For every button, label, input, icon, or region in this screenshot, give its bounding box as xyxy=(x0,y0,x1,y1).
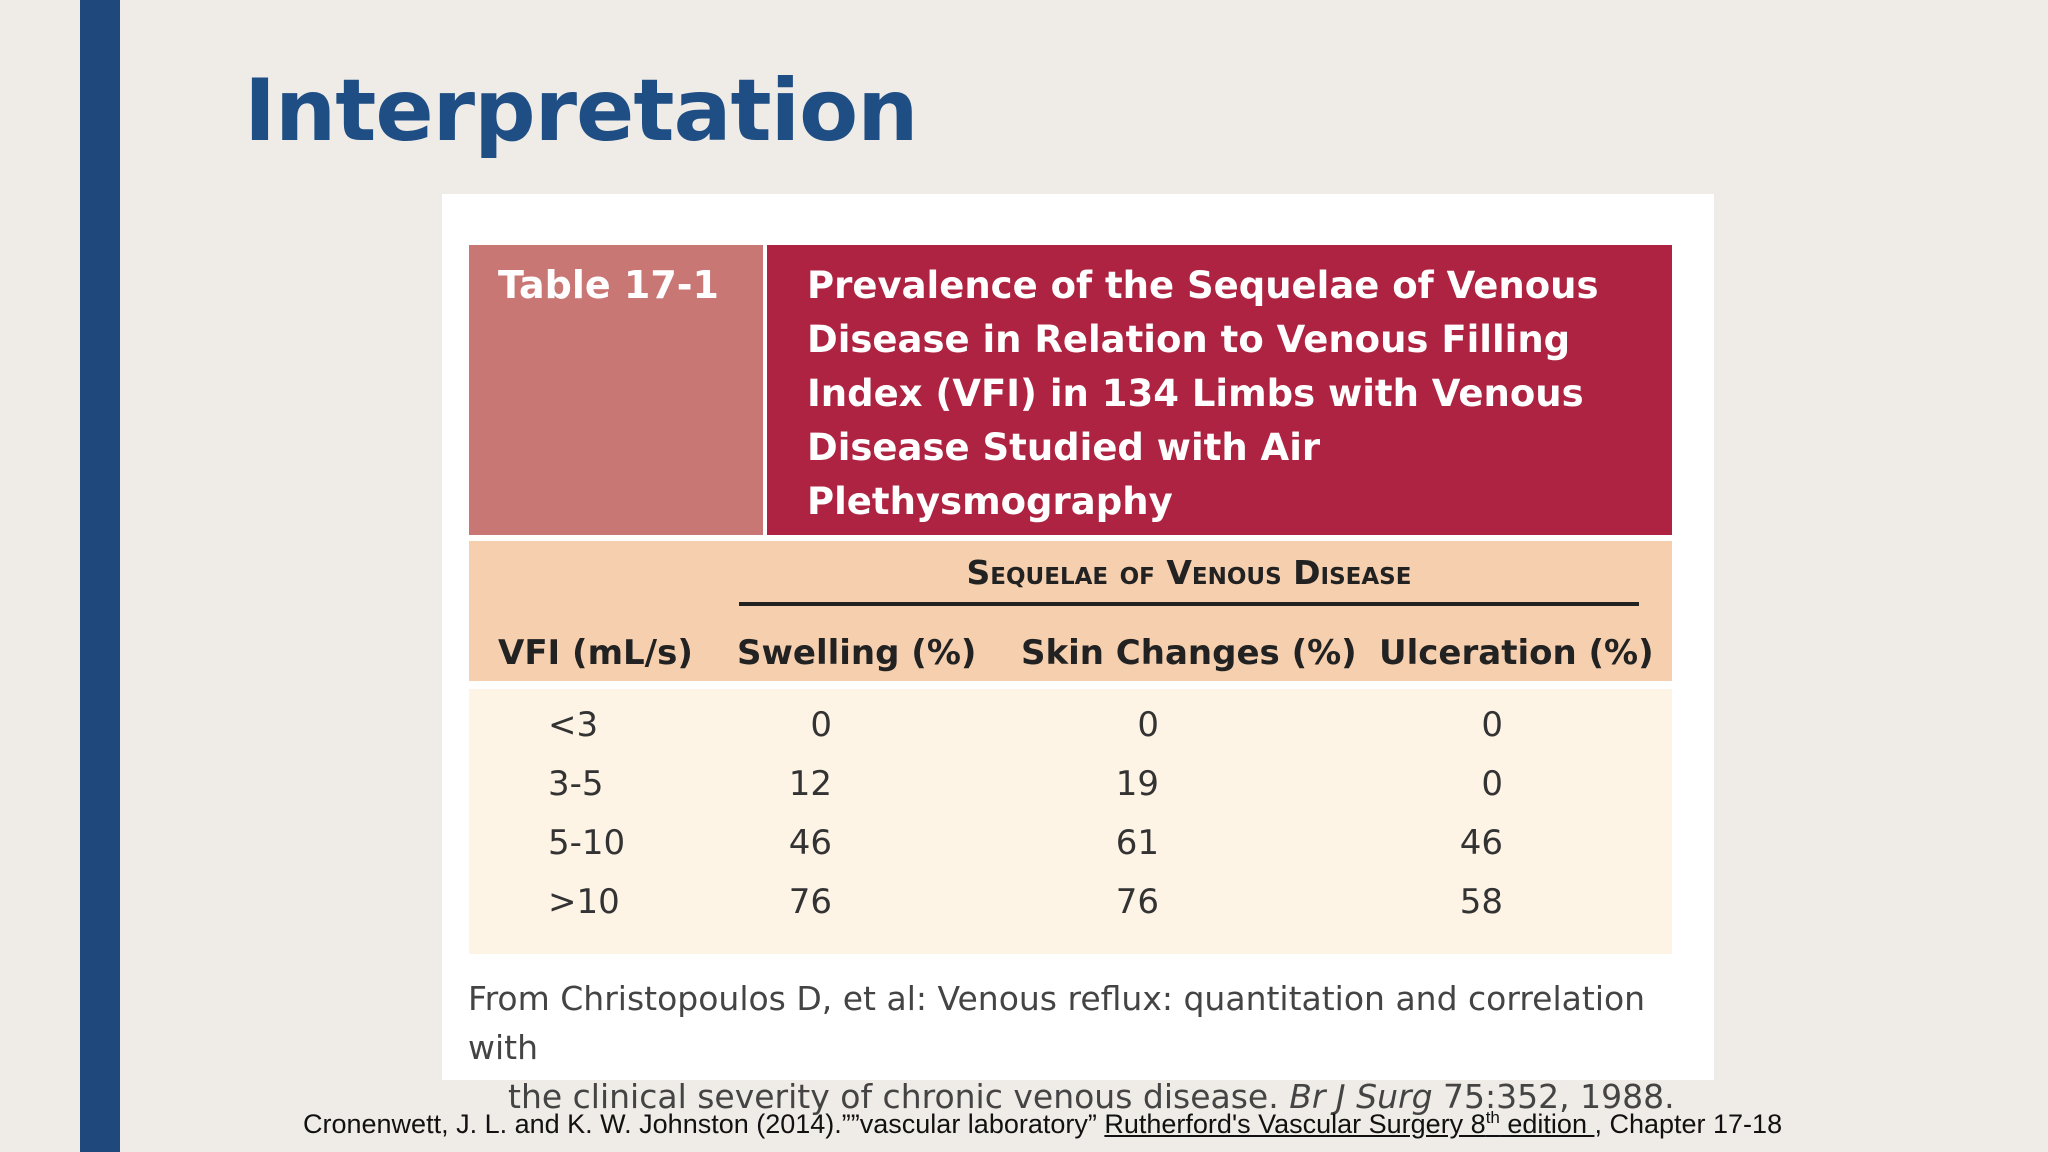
book-title-text: Rutherford's Vascular Surgery 8 xyxy=(1104,1109,1486,1139)
citation-chapter: , Chapter 17-18 xyxy=(1594,1109,1783,1139)
table-cell: 76 xyxy=(788,882,832,922)
table-cell: 12 xyxy=(788,764,832,804)
source-text: the clinical severity of chronic venous … xyxy=(508,1077,1290,1116)
table-body: <3 0 0 0 3-5 12 19 0 5-10 46 61 46 >10 7… xyxy=(469,689,1672,954)
table-column-header: Sequelae of Venous Disease VFI (mL/s) Sw… xyxy=(469,541,1672,681)
table-title-line: Index (VFI) in 134 Limbs with Venous xyxy=(807,372,1584,415)
column-header-vfi: VFI (mL/s) xyxy=(498,633,693,673)
source-volume: 75:352, 1988. xyxy=(1432,1077,1675,1116)
book-title-tail: edition xyxy=(1499,1109,1595,1139)
table-cell: 0 xyxy=(1137,705,1159,745)
column-header-swelling: Swelling (%) xyxy=(737,633,977,673)
table-cell-vfi: 3-5 xyxy=(548,764,604,804)
table-source-note: From Christopoulos D, et al: Venous refl… xyxy=(468,974,1698,1121)
table-cell: 58 xyxy=(1459,882,1503,922)
table-cell: 0 xyxy=(1481,764,1503,804)
slide-citation: Cronenwett, J. L. and K. W. Johnston (20… xyxy=(303,1108,1782,1140)
table-cell-vfi: 5-10 xyxy=(548,823,626,863)
group-header-rule xyxy=(739,602,1639,606)
table-title-line: Disease in Relation to Venous Filling xyxy=(807,318,1571,361)
table-cell: 0 xyxy=(810,705,832,745)
table-title: Prevalence of the Sequelae of Venous Dis… xyxy=(807,259,1627,529)
table-cell: 0 xyxy=(1481,705,1503,745)
slide-title: Interpretation xyxy=(244,61,918,161)
book-edition-sup: th xyxy=(1485,1108,1500,1127)
table-cell-vfi: <3 xyxy=(548,705,599,745)
table-cell: 46 xyxy=(788,823,832,863)
slide-accent-bar xyxy=(80,0,120,1152)
citation-book-title: Rutherford's Vascular Surgery 8th editio… xyxy=(1104,1108,1595,1139)
citation-authors: Cronenwett, J. L. and K. W. Johnston (20… xyxy=(303,1109,1105,1139)
source-line-2: the clinical severity of chronic venous … xyxy=(468,1072,1698,1121)
table-cell: 19 xyxy=(1115,764,1159,804)
table-figure: Table 17-1 Prevalence of the Sequelae of… xyxy=(442,194,1714,1116)
column-header-skin-changes: Skin Changes (%) xyxy=(1021,633,1357,673)
table-title-line: Plethysmography xyxy=(807,480,1173,523)
table-title-cell: Prevalence of the Sequelae of Venous Dis… xyxy=(767,245,1672,535)
table-title-line: Prevalence of the Sequelae of Venous xyxy=(807,264,1599,307)
column-header-ulceration: Ulceration (%) xyxy=(1379,633,1654,673)
table-title-line: Disease Studied with Air xyxy=(807,426,1321,469)
group-header: Sequelae of Venous Disease xyxy=(966,553,1412,592)
table-label-cell: Table 17-1 xyxy=(469,245,763,535)
table-number: Table 17-1 xyxy=(498,263,719,307)
table-cell: 46 xyxy=(1459,823,1503,863)
table-cell: 61 xyxy=(1115,823,1159,863)
table-cell: 76 xyxy=(1115,882,1159,922)
table-cell-vfi: >10 xyxy=(548,882,620,922)
source-journal: Br J Surg xyxy=(1289,1077,1433,1116)
source-line-1: From Christopoulos D, et al: Venous refl… xyxy=(468,979,1646,1067)
